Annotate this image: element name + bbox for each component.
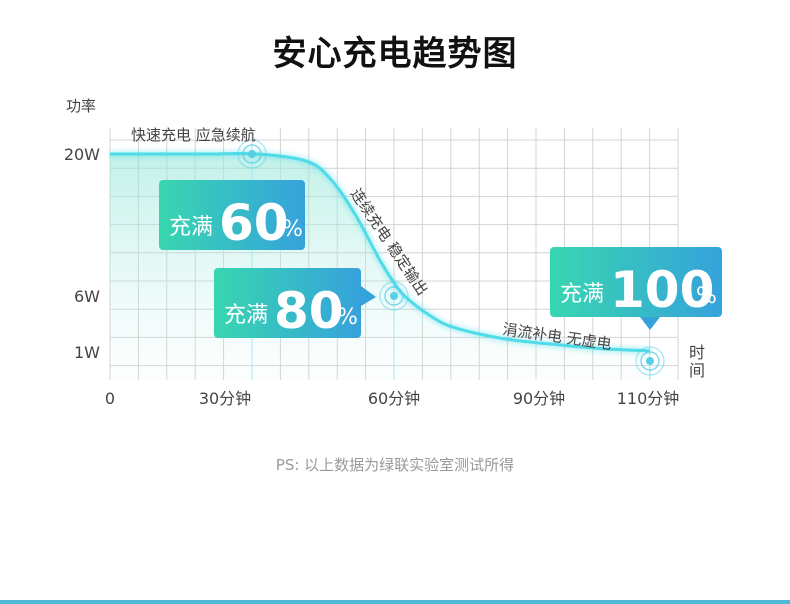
callout-unit: % bbox=[696, 284, 717, 309]
series-line bbox=[109, 151, 651, 353]
x-tick-label: 90分钟 bbox=[513, 389, 565, 408]
callout-100: 充满 100% bbox=[550, 247, 722, 330]
marker-ring-inner bbox=[242, 144, 262, 164]
callout-value: 80 bbox=[274, 282, 344, 340]
x-tick-label: 60分钟 bbox=[368, 389, 420, 408]
marker-ring-outer bbox=[379, 281, 409, 311]
y-tick-label: 1W bbox=[74, 343, 100, 362]
callout-prefix: 充满 bbox=[169, 215, 213, 240]
y-tick-label: 20W bbox=[64, 145, 100, 164]
callout-unit: % bbox=[337, 305, 358, 330]
x-axis-label: 间 bbox=[689, 361, 705, 380]
chart-title: 安心充电趋势图 bbox=[272, 34, 518, 74]
marker-ring-inner bbox=[384, 286, 404, 306]
callout-prefix: 充满 bbox=[560, 282, 604, 307]
callout-value: 60 bbox=[219, 194, 289, 252]
marker-dot bbox=[390, 292, 398, 300]
callout-box bbox=[550, 247, 722, 317]
callout-box bbox=[214, 268, 361, 338]
x-tick-label: 110分钟 bbox=[617, 389, 680, 408]
annotation-fast-charge: 快速充电 应急续航 bbox=[131, 126, 256, 144]
marker-ring-outer bbox=[635, 346, 665, 376]
y-axis-label: 功率 bbox=[66, 97, 96, 115]
callout-60: 充满 60% bbox=[159, 180, 305, 252]
x-tick-label: 30分钟 bbox=[199, 389, 251, 408]
callout-pointer bbox=[640, 317, 660, 330]
callout-box bbox=[159, 180, 305, 250]
marker-ring-inner bbox=[640, 351, 660, 371]
bottom-rule bbox=[0, 600, 790, 604]
marker-dot bbox=[646, 357, 654, 365]
callout-pointer bbox=[361, 286, 376, 306]
callout-prefix: 充满 bbox=[224, 303, 268, 328]
callout-unit: % bbox=[282, 217, 303, 242]
callout-80: 充满 80% bbox=[214, 268, 376, 340]
y-tick-label: 6W bbox=[74, 287, 100, 306]
marker-ring-outer bbox=[237, 139, 267, 169]
marker-dot bbox=[248, 150, 256, 158]
footnote: PS: 以上数据为绿联实验室测试所得 bbox=[276, 456, 514, 474]
x-axis-label: 时 bbox=[689, 343, 705, 362]
callout-value: 100 bbox=[610, 261, 714, 319]
x-tick-label: 0 bbox=[105, 389, 115, 408]
